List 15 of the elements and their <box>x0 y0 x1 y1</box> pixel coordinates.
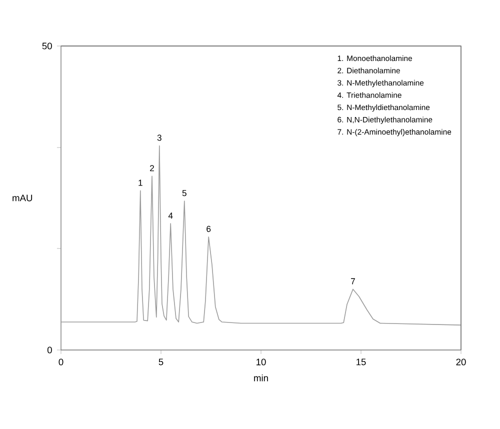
x-tick-label: 0 <box>58 358 64 366</box>
x-tick-label: 15 <box>356 358 366 366</box>
annotation: 6 <box>206 226 211 232</box>
x-axis-title: min <box>254 374 268 382</box>
x-tick-label: 10 <box>256 358 266 366</box>
annotation: 1 <box>138 180 142 186</box>
x-tick-label: 20 <box>456 358 466 366</box>
annotation: 2 <box>150 165 154 172</box>
annotation: 5 <box>182 190 186 196</box>
annotation: 7 <box>351 278 355 284</box>
annotation: 4 <box>168 212 173 219</box>
y-tick-label: 50 <box>42 42 52 50</box>
y-axis-title: mAU <box>12 194 32 202</box>
annotation: 3 <box>157 134 162 141</box>
x-tick-label: 5 <box>158 358 164 366</box>
